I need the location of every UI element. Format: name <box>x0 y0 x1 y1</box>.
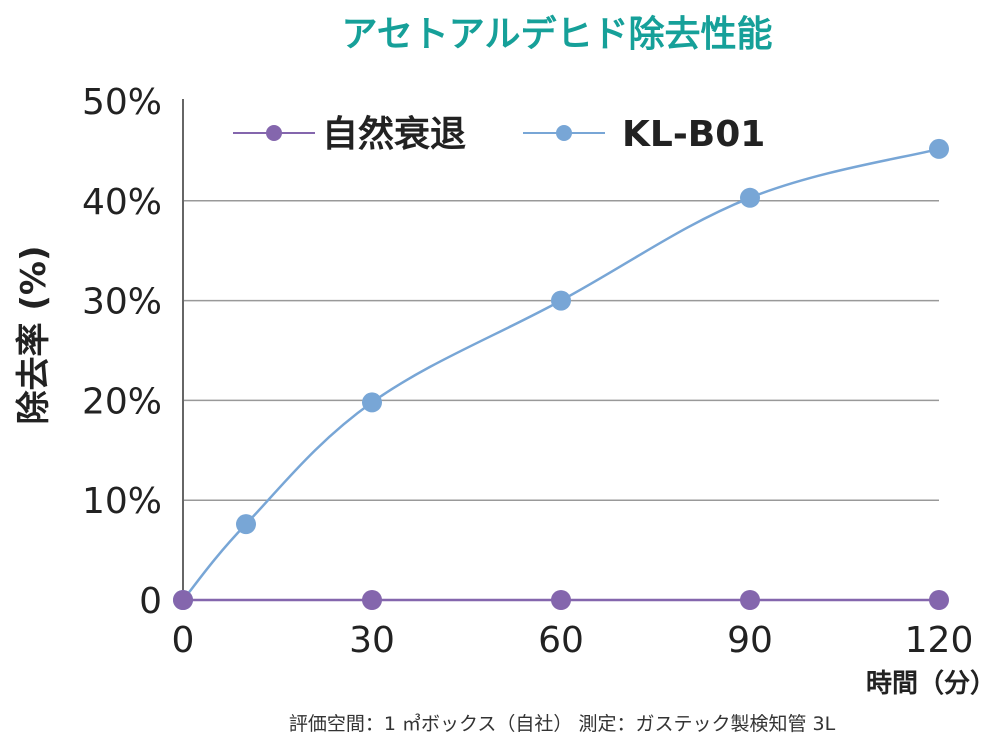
data-point-natural <box>740 590 760 610</box>
legend-label-klb01: KL-B01 <box>622 114 765 155</box>
x-axis-label: 時間（分） <box>866 669 996 699</box>
legend-item-natural: 自然衰退 <box>233 113 466 155</box>
data-point-klb01 <box>236 514 256 535</box>
gridlines <box>183 200 939 501</box>
series-line-klb01 <box>182 147 940 601</box>
y-tick-label: 30% <box>82 282 162 323</box>
legend-swatch-marker-natural <box>266 125 282 141</box>
data-point-klb01 <box>551 290 571 311</box>
y-tick-label: 40% <box>82 182 162 223</box>
x-tick-label: 90 <box>727 620 773 661</box>
legend: 自然衰退 KL-B01 <box>233 113 765 155</box>
data-point-natural <box>551 590 571 610</box>
legend-swatch-marker-klb01 <box>556 125 572 141</box>
y-tick-label: 50% <box>82 82 162 123</box>
y-axis-label: 除去率 (%) <box>14 246 54 425</box>
x-tick-label: 120 <box>905 620 974 661</box>
y-tick-label: 10% <box>82 481 162 522</box>
data-point-natural <box>929 590 949 610</box>
footnote: 評価空間：1 ㎥ボックス（自社） 測定：ガステック製検知管 3L <box>289 713 836 735</box>
x-tick-label: 30 <box>349 620 395 661</box>
data-point-klb01 <box>362 392 382 413</box>
data-point-natural <box>173 590 193 610</box>
legend-label-natural: 自然衰退 <box>322 113 466 155</box>
legend-item-klb01: KL-B01 <box>523 114 765 155</box>
series <box>173 138 949 610</box>
x-tick-labels: 0 30 60 90 120 <box>172 620 974 661</box>
x-tick-label: 0 <box>172 620 195 661</box>
chart-title: アセトアルデヒド除去性能 <box>342 13 773 55</box>
y-tick-label: 0 <box>139 581 162 622</box>
y-tick-labels: 0 10% 20% 30% 40% 50% <box>82 82 162 622</box>
y-tick-label: 20% <box>82 381 162 422</box>
x-tick-label: 60 <box>538 620 584 661</box>
data-point-klb01 <box>929 138 949 159</box>
data-point-klb01 <box>740 187 760 208</box>
data-point-natural <box>362 590 382 610</box>
